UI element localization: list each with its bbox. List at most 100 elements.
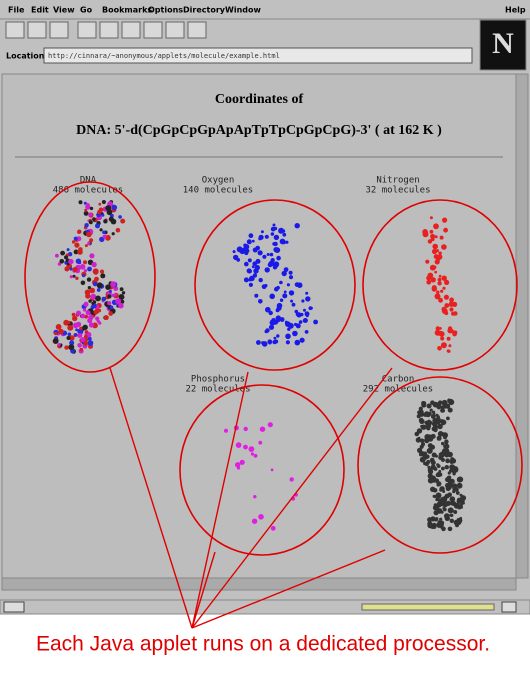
atom	[261, 284, 267, 290]
print-button[interactable]	[143, 21, 163, 39]
atom	[439, 235, 444, 240]
horizontal-scrollbar[interactable]	[1, 577, 517, 591]
atom	[305, 291, 309, 295]
atom	[113, 286, 119, 291]
atom	[430, 464, 436, 470]
vertical-scrollbar[interactable]	[515, 73, 529, 579]
atom	[305, 296, 311, 302]
atom	[118, 294, 125, 300]
atom	[86, 277, 92, 282]
menu-item[interactable]: Help	[505, 6, 526, 15]
atom	[460, 495, 467, 501]
atom	[258, 237, 262, 241]
atom	[431, 248, 438, 255]
atom	[445, 458, 450, 464]
open-button[interactable]	[121, 21, 141, 39]
atom	[69, 267, 73, 271]
atom	[432, 243, 439, 250]
menu-item[interactable]: Window	[225, 6, 261, 15]
atom	[444, 443, 450, 450]
atom	[67, 320, 71, 324]
atom	[424, 411, 430, 417]
forward-button[interactable]	[27, 21, 47, 39]
home-button[interactable]	[49, 21, 69, 39]
atom	[113, 293, 118, 297]
atom	[427, 420, 433, 426]
atom	[110, 281, 117, 288]
atom	[79, 347, 84, 352]
atom	[457, 505, 462, 510]
atom	[108, 311, 113, 316]
menu-item[interactable]: View	[53, 6, 75, 15]
atom	[92, 268, 99, 275]
atom	[245, 248, 250, 253]
atom	[285, 240, 289, 244]
atom	[269, 252, 274, 257]
atom	[235, 442, 242, 448]
atom	[91, 261, 97, 268]
menu-item[interactable]: Go	[80, 6, 93, 15]
atom	[119, 287, 124, 292]
atom	[424, 437, 430, 444]
applet-count: 22 molecules	[185, 385, 250, 395]
back-button[interactable]	[5, 21, 25, 39]
atom	[101, 296, 107, 302]
atom	[432, 494, 436, 498]
atom	[426, 279, 432, 285]
atom	[441, 526, 446, 532]
atom	[431, 452, 437, 458]
menu-item[interactable]: Edit	[31, 6, 49, 15]
menu-item[interactable]: File	[8, 6, 25, 15]
find-button[interactable]	[165, 21, 185, 39]
atom	[442, 490, 446, 493]
atom	[273, 234, 280, 241]
atom	[440, 336, 445, 341]
netscape-logo[interactable]	[479, 19, 527, 71]
atom	[265, 328, 270, 333]
mail-icon[interactable]	[501, 601, 517, 613]
callout-line	[191, 367, 393, 629]
atom	[79, 264, 86, 270]
atom	[430, 414, 436, 419]
location-field[interactable]	[43, 47, 473, 64]
atom	[415, 437, 421, 443]
atom	[258, 514, 264, 520]
atom	[452, 301, 458, 307]
atom	[444, 493, 450, 499]
atom	[447, 478, 451, 482]
menu-item[interactable]: Options	[148, 6, 183, 15]
atom	[279, 298, 284, 302]
menu-item[interactable]: Directory	[183, 6, 226, 15]
atom	[88, 212, 93, 217]
atom	[437, 401, 442, 406]
atom	[434, 235, 438, 239]
atom	[444, 465, 449, 470]
atom	[427, 517, 433, 523]
atom	[268, 310, 273, 316]
atom	[273, 261, 280, 268]
atom	[95, 223, 100, 229]
atom	[75, 328, 78, 332]
stop-button[interactable]	[187, 21, 207, 39]
atom	[76, 236, 82, 242]
menu-item[interactable]: Bookmarks	[102, 6, 152, 15]
atom	[89, 253, 95, 259]
reload-button[interactable]	[77, 21, 97, 39]
caption: Each Java applet runs on a dedicated pro…	[36, 633, 490, 656]
atom	[86, 231, 92, 238]
atom	[72, 315, 78, 322]
atom	[305, 314, 309, 318]
atom	[77, 343, 82, 348]
atom	[441, 441, 445, 446]
atom	[99, 269, 105, 274]
atom	[439, 517, 443, 521]
images-button[interactable]	[99, 21, 119, 39]
atom	[291, 302, 296, 307]
atom	[78, 200, 83, 205]
atom	[446, 349, 450, 353]
highlight-circle	[357, 376, 523, 554]
atom	[421, 442, 425, 447]
atom	[252, 247, 258, 253]
atom	[235, 462, 241, 468]
